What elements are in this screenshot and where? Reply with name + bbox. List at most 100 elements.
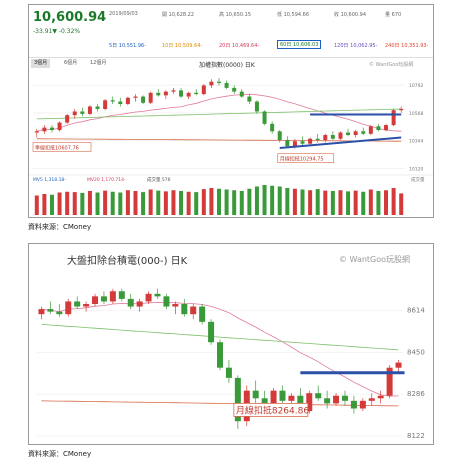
volume-bar <box>376 191 381 215</box>
y-tick-label: 10792 <box>409 83 423 89</box>
quote-info-0: 2019/09/03 <box>109 11 138 17</box>
taiex-chart-panel: 10,600.94 -33.91▼ -0.32% 2019/09/03 開 10,… <box>28 4 434 218</box>
candle-body <box>359 400 366 409</box>
candle-body <box>261 398 268 406</box>
volume-bar <box>186 191 191 215</box>
candle-body <box>232 87 237 92</box>
volume-bar <box>330 191 335 215</box>
candle-body <box>338 132 343 139</box>
volume-axis-label: 成交量 <box>411 176 425 183</box>
candle-body <box>194 92 199 95</box>
candle-body <box>56 311 63 315</box>
candle-body <box>368 398 375 401</box>
volume-info: 成交量 576 <box>147 176 171 183</box>
volume-bar <box>209 188 214 215</box>
candle-body <box>95 106 100 109</box>
candle-body <box>376 126 381 131</box>
candle-body <box>125 97 130 105</box>
price-change: -33.91▼ -0.32% <box>33 28 81 35</box>
candle-body <box>72 111 77 116</box>
volume-bar <box>148 189 153 215</box>
candle-body <box>42 127 47 132</box>
ma-value-5: 240日 10,351.93- <box>385 43 429 49</box>
ex-tsmc-chart-panel: 大盤扣除台積電(000-) 日K © WantGoo玩股網 8614 8450 82… <box>28 243 434 445</box>
candle-body <box>148 92 153 103</box>
candle-body <box>330 135 335 139</box>
candle-body <box>156 92 161 96</box>
candle-body <box>65 301 72 315</box>
y-tick-label: 8286 <box>407 390 425 398</box>
candle-body <box>324 398 331 404</box>
ma-value-4: 120日 10,062.95- <box>334 43 378 49</box>
candle-body <box>395 362 402 368</box>
candle-body <box>49 127 54 131</box>
volume-bar <box>308 190 313 215</box>
ex-tsmc-candlestick-chart: 8614 8450 8286 8122 月線扣抵8264.86 <box>37 288 425 440</box>
ma60-line <box>36 108 402 120</box>
candle-body <box>199 306 206 322</box>
volume-bar <box>57 192 62 215</box>
volume-bar <box>156 190 161 215</box>
tab-3-months[interactable]: 3個月 <box>31 59 51 68</box>
label-box <box>277 153 335 163</box>
ma60-line <box>41 324 399 351</box>
candle-body <box>247 96 252 102</box>
candle-body <box>292 141 297 147</box>
candle-body <box>350 400 357 409</box>
candle-body <box>315 393 322 399</box>
candle-body <box>209 81 214 86</box>
label-box <box>32 142 92 152</box>
volume-bar <box>361 191 366 215</box>
volume-bar <box>80 192 85 215</box>
volume-bar <box>163 191 168 215</box>
y-tick-label: 8614 <box>407 307 425 315</box>
candle-body <box>145 293 152 302</box>
candle-body <box>279 390 286 401</box>
volume-bar <box>49 194 54 215</box>
candle-body <box>109 291 116 302</box>
candle-body <box>285 139 290 147</box>
volume-bar <box>232 190 237 215</box>
quote-info-2: 高 10,650.15 <box>219 12 252 18</box>
tab-12-months[interactable]: 12個月 <box>90 60 107 66</box>
volume-bar <box>72 192 77 215</box>
volume-bar <box>179 191 184 215</box>
source-note-top: 資料來源：CMoney <box>28 223 92 231</box>
candle-body <box>361 131 366 134</box>
candle-body <box>341 395 348 401</box>
candle-body <box>154 293 161 297</box>
candle-body <box>262 111 267 124</box>
volume-bar <box>315 189 320 215</box>
candle-body <box>141 96 146 103</box>
candle-body <box>270 123 275 132</box>
y-tick-label: 10344 <box>409 139 423 145</box>
support-line <box>279 136 402 150</box>
tab-6-months[interactable]: 6個月 <box>64 60 78 66</box>
ma-value-1: 10日 10,509.64- <box>162 43 203 49</box>
y-tick-label: 10568 <box>409 111 423 117</box>
candle-body <box>217 342 223 368</box>
candle-body <box>399 108 404 111</box>
candle-body <box>92 296 99 304</box>
volume-bar <box>42 194 47 215</box>
quote-header: 10,600.94 -33.91▼ -0.32% 2019/09/03 開 10,… <box>29 5 433 58</box>
label-quarter-line: 季線扣抵10607.76 <box>35 144 79 151</box>
volume-bar <box>110 191 115 215</box>
volume-bar <box>103 190 108 215</box>
quote-info-4: 收 10,600.94 <box>334 12 367 18</box>
candle-body <box>118 291 125 299</box>
period-tabs: 3個月 6個月 12個月 加權指數(0000) 日K © WantGoo玩股網 <box>29 58 433 69</box>
candle-body <box>353 131 358 136</box>
candle-body <box>201 85 206 95</box>
candle-body <box>179 90 184 97</box>
candle-body <box>288 395 295 401</box>
candle-body <box>306 393 313 412</box>
candle-body <box>136 301 143 307</box>
volume-bar <box>338 190 343 215</box>
volume-bar <box>133 191 138 215</box>
candle-body <box>270 390 277 406</box>
candle-body <box>277 131 282 140</box>
volume-bar <box>141 192 146 215</box>
volume-bar <box>87 191 92 215</box>
candle-body <box>171 90 176 92</box>
